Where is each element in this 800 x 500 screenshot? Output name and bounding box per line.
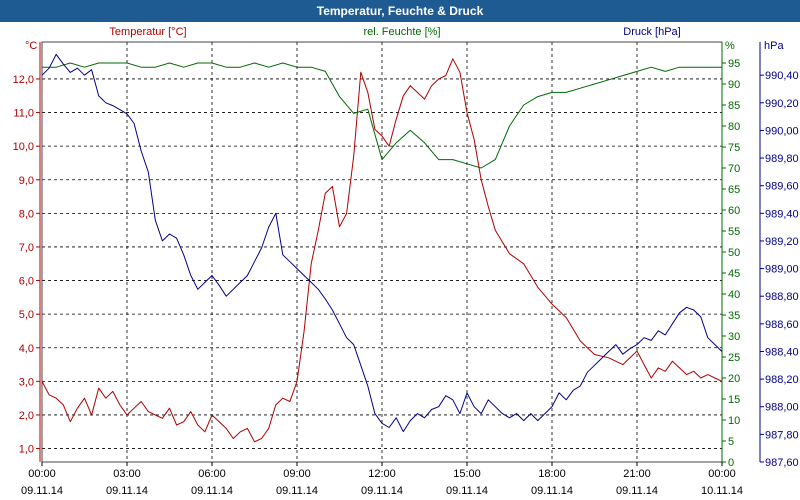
- date-tick-label: 09.11.14: [531, 485, 573, 497]
- date-tick-label: 09.11.14: [361, 485, 403, 497]
- time-ticks: 00:00 09.11.14 03:00 09.11.14 06:00 09.11.14 0…: [21, 462, 743, 497]
- humidity-tick-label: 5: [728, 436, 734, 448]
- pressure-tick-label: 988,00: [765, 402, 799, 414]
- chart-title: Temperatur, Feuchte & Druck: [316, 4, 484, 18]
- time-tick-label: 18:00: [538, 468, 566, 480]
- pressure-line: [41, 53, 723, 433]
- date-tick-label: 09.11.14: [616, 485, 658, 497]
- humidity-tick-label: 35: [728, 310, 740, 322]
- humidity-tick-label: 15: [728, 394, 740, 406]
- time-tick-label: 12:00: [368, 468, 396, 480]
- time-tick-label: 00:00: [28, 468, 56, 480]
- humidity-tick-label: 40: [728, 289, 740, 301]
- temperature-tick-label: 4,0: [19, 343, 34, 355]
- humidity-tick-label: 50: [728, 247, 740, 259]
- humidity-tick-label: 80: [728, 121, 740, 133]
- pressure-tick-label: 990,40: [765, 70, 799, 82]
- pressure-tick-label: 989,60: [765, 181, 799, 193]
- humidity-tick-label: 0: [728, 457, 734, 469]
- temperature-axis-label: Temperatur [°C]: [109, 26, 186, 38]
- humidity-tick-label: 75: [728, 142, 740, 154]
- pressure-unit-label: hPa: [764, 40, 784, 52]
- time-tick-label: 15:00: [453, 468, 481, 480]
- temperature-unit-label: °C: [25, 40, 37, 52]
- temperature-tick-label: 9,0: [19, 175, 34, 187]
- pressure-axis-label: Druck [hPa]: [623, 26, 680, 38]
- date-tick-label: 09.11.14: [106, 485, 148, 497]
- temperature-tick-label: 2,0: [19, 410, 34, 422]
- temperature-tick-label: 6,0: [19, 276, 34, 288]
- humidity-tick-label: 85: [728, 100, 740, 112]
- temperature-tick-label: 3,0: [19, 376, 34, 388]
- time-tick-label: 03:00: [113, 468, 141, 480]
- pressure-tick-label: 989,80: [765, 153, 799, 165]
- humidity-tick-label: 90: [728, 79, 740, 91]
- humidity-tick-label: 20: [728, 373, 740, 385]
- humidity-line: [42, 62, 722, 169]
- temperature-tick-label: 12,0: [13, 74, 34, 86]
- pressure-tick-label: 987,80: [765, 429, 799, 441]
- temperature-ticks: 1,0 2,0 3,0 4,0 5,0 6,0 7,0 8,0 9,0 10,0 11,0 12,0: [13, 74, 40, 456]
- date-tick-label: 09.11.14: [191, 485, 233, 497]
- humidity-tick-label: 45: [728, 268, 740, 280]
- humidity-tick-label: 30: [728, 331, 740, 343]
- pressure-tick-label: 989,00: [765, 264, 799, 276]
- temperature-tick-label: 5,0: [19, 309, 34, 321]
- pressure-tick-label: 989,20: [765, 236, 799, 248]
- temperature-tick-label: 8,0: [19, 208, 34, 220]
- humidity-unit-label: %: [725, 40, 735, 52]
- humidity-tick-label: 55: [728, 226, 740, 238]
- time-tick-label: 21:00: [623, 468, 651, 480]
- time-tick-label: 00:00: [708, 468, 736, 480]
- humidity-tick-label: 70: [728, 163, 740, 175]
- pressure-tick-label: 988,60: [765, 319, 799, 331]
- pressure-tick-label: 988,80: [765, 291, 799, 303]
- temperature-tick-label: 10,0: [13, 141, 34, 153]
- pressure-tick-label: 988,20: [765, 374, 799, 386]
- grid-lines: [42, 42, 722, 462]
- humidity-tick-label: 10: [728, 415, 740, 427]
- date-tick-label: 09.11.14: [276, 485, 318, 497]
- date-tick-label: 10.11.14: [701, 485, 743, 497]
- pressure-tick-label: 987,60: [765, 457, 799, 469]
- temperature-tick-label: 1,0: [19, 444, 34, 456]
- temperature-tick-label: 11,0: [13, 108, 34, 120]
- temperature-tick-label: 7,0: [19, 242, 34, 254]
- date-tick-label: 09.11.14: [21, 485, 63, 497]
- pressure-tick-label: 990,20: [765, 98, 799, 110]
- chart-title-bar: Temperatur, Feuchte & Druck: [0, 0, 800, 22]
- humidity-tick-label: 65: [728, 184, 740, 196]
- pressure-ticks: 987,60 987,80 988,00 988,20 988,40 988,60 988,…: [760, 70, 799, 469]
- humidity-tick-label: 60: [728, 205, 740, 217]
- pressure-tick-label: 988,40: [765, 346, 799, 358]
- time-tick-label: 09:00: [283, 468, 311, 480]
- humidity-ticks: 0 5 10 15 20 25 30 35 40 45 50 55 60 65 70 75 80 85 90 95: [722, 58, 740, 469]
- humidity-axis-label: rel. Feuchte [%]: [363, 26, 440, 38]
- time-tick-label: 06:00: [198, 468, 226, 480]
- series-lines: [41, 53, 723, 443]
- humidity-tick-label: 25: [728, 352, 740, 364]
- pressure-tick-label: 990,00: [765, 125, 799, 137]
- date-tick-label: 09.11.14: [446, 485, 488, 497]
- pressure-tick-label: 989,40: [765, 208, 799, 220]
- humidity-tick-label: 95: [728, 58, 740, 70]
